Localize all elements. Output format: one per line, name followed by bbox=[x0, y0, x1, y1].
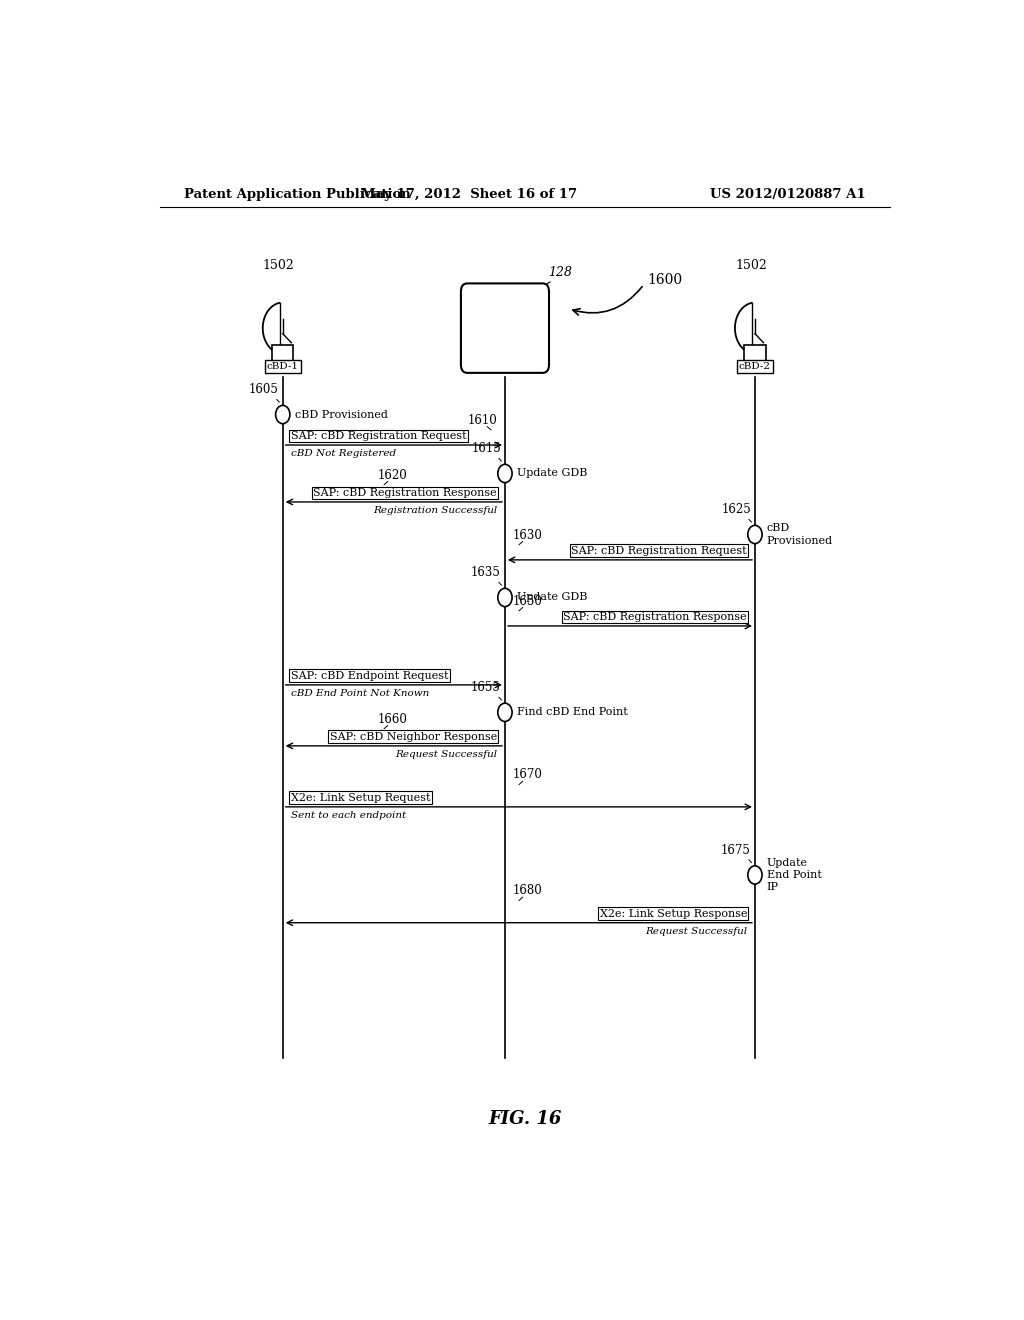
Text: cBD
Provisioned: cBD Provisioned bbox=[767, 523, 833, 545]
Text: 128: 128 bbox=[549, 267, 572, 280]
Text: Registration Successful: Registration Successful bbox=[373, 506, 497, 515]
Circle shape bbox=[498, 589, 512, 607]
Text: cBD-2: cBD-2 bbox=[739, 362, 771, 371]
Text: May 17, 2012  Sheet 16 of 17: May 17, 2012 Sheet 16 of 17 bbox=[361, 189, 578, 202]
Text: 1625: 1625 bbox=[721, 503, 751, 516]
Text: Update GDB: Update GDB bbox=[517, 469, 587, 478]
Text: SAP: cBD Registration Request: SAP: cBD Registration Request bbox=[571, 545, 748, 556]
Text: SAP: cBD Registration Request: SAP: cBD Registration Request bbox=[291, 430, 466, 441]
Text: cBD Not Registered: cBD Not Registered bbox=[291, 449, 396, 458]
Text: Request Successful: Request Successful bbox=[645, 927, 748, 936]
Text: 1615: 1615 bbox=[471, 442, 501, 455]
Text: 1502: 1502 bbox=[735, 259, 767, 272]
Text: Sent to each endpoint: Sent to each endpoint bbox=[291, 810, 406, 820]
Text: 1660: 1660 bbox=[378, 713, 408, 726]
Text: Update
End Point
IP: Update End Point IP bbox=[767, 858, 821, 892]
Text: SAP: cBD Registration Response: SAP: cBD Registration Response bbox=[563, 612, 748, 622]
Text: 1620: 1620 bbox=[378, 469, 408, 482]
Text: 1650: 1650 bbox=[513, 594, 543, 607]
FancyArrowPatch shape bbox=[572, 286, 642, 315]
Text: SAP: cBD Endpoint Request: SAP: cBD Endpoint Request bbox=[291, 671, 449, 681]
Bar bbox=[272, 345, 294, 362]
Text: 1605: 1605 bbox=[249, 383, 279, 396]
Circle shape bbox=[498, 465, 512, 483]
Text: Update GDB: Update GDB bbox=[517, 593, 587, 602]
Bar bbox=[744, 345, 766, 362]
Circle shape bbox=[498, 704, 512, 722]
Text: 1670: 1670 bbox=[513, 768, 543, 781]
Text: cBD End Point Not Known: cBD End Point Not Known bbox=[291, 689, 429, 698]
Text: US 2012/0120887 A1: US 2012/0120887 A1 bbox=[711, 189, 866, 202]
Circle shape bbox=[748, 525, 762, 544]
Text: cBD Provisioned: cBD Provisioned bbox=[295, 409, 387, 420]
Text: X2e: Link Setup Response: X2e: Link Setup Response bbox=[599, 908, 748, 919]
Text: SAP: cBD Registration Response: SAP: cBD Registration Response bbox=[313, 488, 497, 498]
Text: 1655: 1655 bbox=[471, 681, 501, 694]
Text: 1600: 1600 bbox=[648, 273, 683, 288]
FancyBboxPatch shape bbox=[461, 284, 549, 372]
Text: SAP: cBD Neighbor Response: SAP: cBD Neighbor Response bbox=[330, 731, 497, 742]
Text: 1675: 1675 bbox=[721, 843, 751, 857]
Text: 1680: 1680 bbox=[513, 884, 543, 898]
Circle shape bbox=[275, 405, 290, 424]
Text: 1635: 1635 bbox=[471, 566, 501, 579]
Text: 1630: 1630 bbox=[513, 528, 543, 541]
Circle shape bbox=[748, 866, 762, 884]
Text: X2e: Link Setup Request: X2e: Link Setup Request bbox=[291, 793, 430, 803]
Text: cBD-1: cBD-1 bbox=[266, 362, 299, 371]
Text: 1610: 1610 bbox=[467, 413, 497, 426]
Text: Request Successful: Request Successful bbox=[395, 750, 497, 759]
Text: Patent Application Publication: Patent Application Publication bbox=[183, 189, 411, 202]
Text: FIG. 16: FIG. 16 bbox=[488, 1110, 561, 1127]
Text: Find cBD End Point: Find cBD End Point bbox=[517, 708, 628, 717]
Text: SAS: SAS bbox=[486, 319, 524, 337]
Text: 1502: 1502 bbox=[263, 259, 295, 272]
